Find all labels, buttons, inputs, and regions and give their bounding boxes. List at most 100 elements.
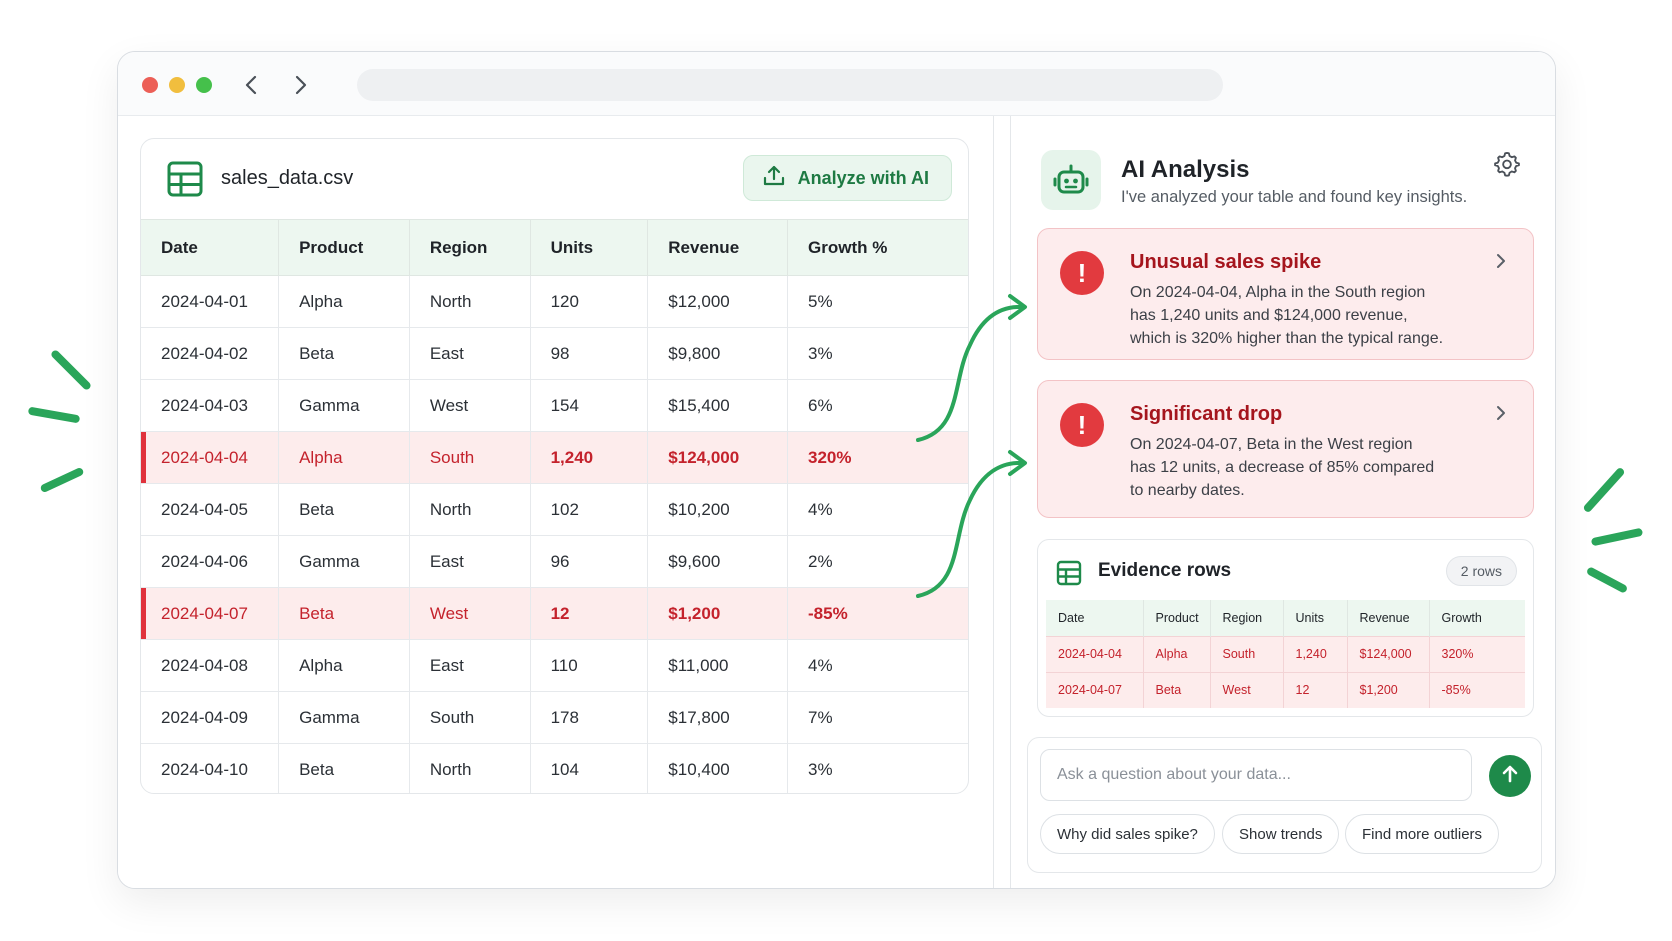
cell-region[interactable]: North xyxy=(409,743,531,793)
cell-product[interactable]: Beta xyxy=(278,587,410,640)
cell-product[interactable]: Alpha xyxy=(278,431,410,484)
suggestion-chip[interactable]: Why did sales spike? xyxy=(1040,814,1215,854)
minimize-window-button[interactable] xyxy=(169,77,185,93)
cell-units[interactable]: 120 xyxy=(530,275,649,328)
close-window-button[interactable] xyxy=(142,77,158,93)
cell-date[interactable]: 2024-04-05 xyxy=(141,483,280,536)
cell-region[interactable]: East xyxy=(409,327,531,380)
insight-card-drop[interactable]: ! Significant drop On 2024-04-07, Beta i… xyxy=(1037,380,1534,518)
cell-date[interactable]: 2024-04-02 xyxy=(141,327,280,380)
column-header[interactable]: Units xyxy=(530,219,649,276)
cell-units[interactable]: 104 xyxy=(530,743,649,793)
cell-date[interactable]: 2024-04-09 xyxy=(141,691,280,744)
gear-icon[interactable] xyxy=(1493,150,1521,178)
cell-product[interactable]: Alpha xyxy=(278,639,410,692)
cell-revenue[interactable]: $1,200 xyxy=(647,587,789,640)
evidence-row[interactable]: 2024-04-04 Alpha South 1,240 $124,000 32… xyxy=(1046,635,1525,672)
address-bar[interactable] xyxy=(357,69,1223,101)
table-row[interactable]: 2024-04-02 Beta East 98 $9,800 3% xyxy=(141,327,968,380)
cell-units[interactable]: 12 xyxy=(530,587,649,640)
cell-growth[interactable]: 320% xyxy=(787,431,968,484)
evidence-row[interactable]: 2024-04-07 Beta West 12 $1,200 -85% xyxy=(1046,671,1525,708)
evidence-cell: -85% xyxy=(1429,671,1525,708)
cell-region[interactable]: East xyxy=(409,535,531,588)
cell-growth[interactable]: 4% xyxy=(787,483,968,536)
cell-date[interactable]: 2024-04-10 xyxy=(141,743,280,793)
insight-card-spike[interactable]: ! Unusual sales spike On 2024-04-04, Alp… xyxy=(1037,228,1534,360)
cell-units[interactable]: 96 xyxy=(530,535,649,588)
column-header[interactable]: Region xyxy=(409,219,531,276)
cell-region[interactable]: South xyxy=(409,431,531,484)
ask-question-input[interactable] xyxy=(1040,749,1472,801)
cell-product[interactable]: Beta xyxy=(278,483,410,536)
forward-arrow-icon[interactable] xyxy=(288,72,314,98)
cell-product[interactable]: Alpha xyxy=(278,275,410,328)
back-arrow-icon[interactable] xyxy=(238,72,264,98)
cell-growth[interactable]: -85% xyxy=(787,587,968,640)
cell-revenue[interactable]: $17,800 xyxy=(647,691,789,744)
cell-revenue[interactable]: $10,400 xyxy=(647,743,789,793)
cell-revenue[interactable]: $9,600 xyxy=(647,535,789,588)
cell-region[interactable]: West xyxy=(409,379,531,432)
chevron-right-icon[interactable] xyxy=(1491,403,1511,423)
cell-date[interactable]: 2024-04-03 xyxy=(141,379,280,432)
cell-growth[interactable]: 3% xyxy=(787,743,968,793)
evidence-cell: $124,000 xyxy=(1347,635,1430,672)
cell-growth[interactable]: 4% xyxy=(787,639,968,692)
highlighted-table-row[interactable]: 2024-04-07 Beta West 12 $1,200 -85% xyxy=(141,587,968,640)
maximize-window-button[interactable] xyxy=(196,77,212,93)
cell-product[interactable]: Gamma xyxy=(278,535,410,588)
cell-revenue[interactable]: $15,400 xyxy=(647,379,789,432)
cell-date[interactable]: 2024-04-08 xyxy=(141,639,280,692)
highlighted-table-row[interactable]: 2024-04-04 Alpha South 1,240 $124,000 32… xyxy=(141,431,968,484)
cell-revenue[interactable]: $9,800 xyxy=(647,327,789,380)
cell-units[interactable]: 154 xyxy=(530,379,649,432)
suggestion-chip[interactable]: Find more outliers xyxy=(1345,814,1500,854)
table-row[interactable]: 2024-04-10 Beta North 104 $10,400 3% xyxy=(141,743,968,793)
table-row[interactable]: 2024-04-03 Gamma West 154 $15,400 6% xyxy=(141,379,968,432)
cell-region[interactable]: North xyxy=(409,483,531,536)
cell-growth[interactable]: 3% xyxy=(787,327,968,380)
cell-revenue[interactable]: $11,000 xyxy=(647,639,789,692)
cell-growth[interactable]: 7% xyxy=(787,691,968,744)
cell-region[interactable]: South xyxy=(409,691,531,744)
send-button[interactable] xyxy=(1489,755,1531,797)
cell-product[interactable]: Beta xyxy=(278,743,410,793)
cell-date[interactable]: 2024-04-01 xyxy=(141,275,280,328)
cell-date[interactable]: 2024-04-06 xyxy=(141,535,280,588)
decorative-spark xyxy=(27,406,81,424)
cell-units[interactable]: 110 xyxy=(530,639,649,692)
table-row[interactable]: 2024-04-08 Alpha East 110 $11,000 4% xyxy=(141,639,968,692)
cell-units[interactable]: 1,240 xyxy=(530,431,649,484)
cell-units[interactable]: 102 xyxy=(530,483,649,536)
evidence-cell: 12 xyxy=(1283,671,1348,708)
ai-panel-title: AI Analysis xyxy=(1121,156,1250,183)
column-header[interactable]: Growth % xyxy=(787,219,968,276)
cell-growth[interactable]: 2% xyxy=(787,535,968,588)
cell-date[interactable]: 2024-04-07 xyxy=(141,587,280,640)
suggestion-chip[interactable]: Show trends xyxy=(1222,814,1340,854)
cell-product[interactable]: Gamma xyxy=(278,379,410,432)
column-header[interactable]: Product xyxy=(278,219,410,276)
cell-product[interactable]: Beta xyxy=(278,327,410,380)
cell-date[interactable]: 2024-04-04 xyxy=(141,431,280,484)
cell-region[interactable]: West xyxy=(409,587,531,640)
column-header[interactable]: Date xyxy=(141,219,280,276)
cell-revenue[interactable]: $10,200 xyxy=(647,483,789,536)
cell-units[interactable]: 178 xyxy=(530,691,649,744)
table-row[interactable]: 2024-04-05 Beta North 102 $10,200 4% xyxy=(141,483,968,536)
table-row[interactable]: 2024-04-09 Gamma South 178 $17,800 7% xyxy=(141,691,968,744)
table-row[interactable]: 2024-04-06 Gamma East 96 $9,600 2% xyxy=(141,535,968,588)
cell-revenue[interactable]: $124,000 xyxy=(647,431,789,484)
cell-growth[interactable]: 5% xyxy=(787,275,968,328)
analyze-with-ai-button[interactable]: Analyze with AI xyxy=(742,155,952,201)
column-header[interactable]: Revenue xyxy=(647,219,789,276)
chevron-right-icon[interactable] xyxy=(1491,251,1511,271)
table-row[interactable]: 2024-04-01 Alpha North 120 $12,000 5% xyxy=(141,275,968,328)
cell-growth[interactable]: 6% xyxy=(787,379,968,432)
cell-product[interactable]: Gamma xyxy=(278,691,410,744)
cell-region[interactable]: North xyxy=(409,275,531,328)
cell-units[interactable]: 98 xyxy=(530,327,649,380)
cell-revenue[interactable]: $12,000 xyxy=(647,275,789,328)
cell-region[interactable]: East xyxy=(409,639,531,692)
